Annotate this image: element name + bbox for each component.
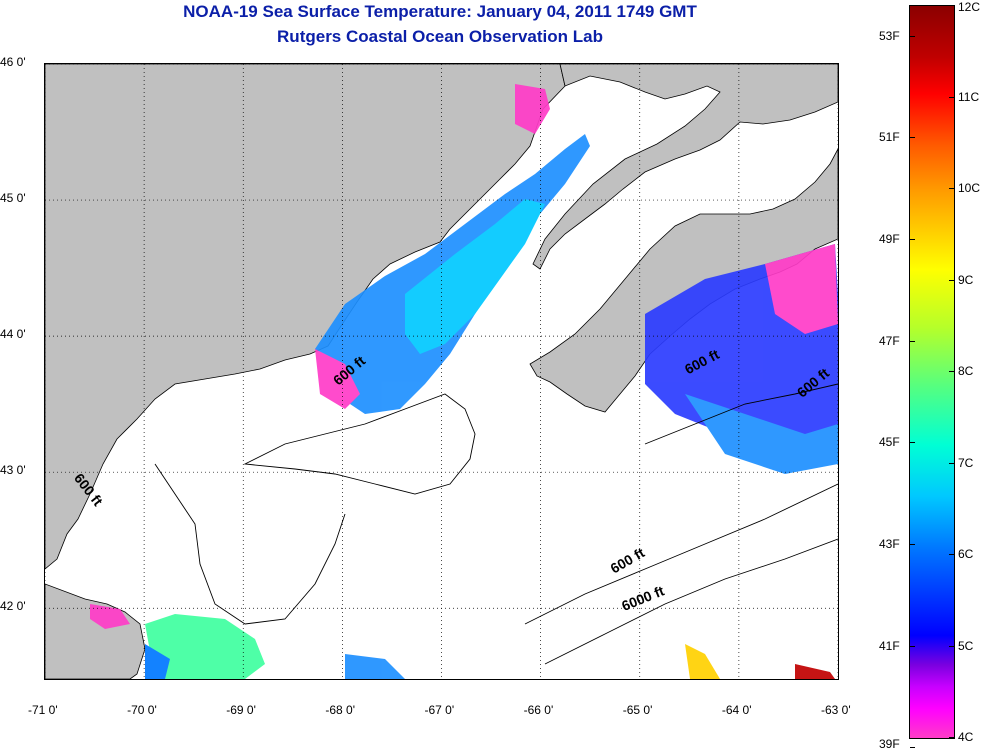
- celsius-tick-label: 10C: [958, 181, 981, 195]
- lon-tick-label: -66 0': [523, 703, 554, 717]
- fahrenheit-tick-mark: [910, 340, 915, 342]
- celsius-tick-label: 9C: [958, 272, 974, 287]
- celsius-tick-mark: [949, 462, 954, 464]
- celsius-tick-label: 8C: [958, 364, 974, 378]
- lon-tick-label: -71 0': [28, 703, 58, 717]
- celsius-tick-label: 5C: [958, 638, 974, 653]
- fahrenheit-tick-label: 39F: [879, 737, 900, 751]
- fahrenheit-tick-label: 47F: [879, 333, 900, 348]
- temperature-colorbar: [909, 5, 955, 739]
- celsius-tick-mark: [949, 5, 954, 6]
- lon-tick-label: -67 0': [424, 703, 455, 717]
- celsius-tick-label: 12C: [958, 0, 981, 14]
- land-cape-cod: [45, 583, 146, 679]
- fahrenheit-tick-mark: [910, 442, 915, 444]
- celsius-tick-mark: [949, 96, 954, 98]
- fahrenheit-tick-mark: [910, 543, 915, 545]
- fahrenheit-tick-mark: [910, 645, 915, 647]
- celsius-tick-label: 11C: [958, 89, 980, 104]
- fahrenheit-tick-label: 45F: [879, 435, 900, 450]
- lat-tick-label: 43 0': [0, 463, 26, 478]
- fahrenheit-tick-mark: [910, 238, 915, 240]
- sst-data: [90, 84, 838, 679]
- lon-tick-label: -63 0': [821, 703, 851, 717]
- sst-map: 600 ft 600 ft 600 ft 600 ft 600 ft 6000 ft: [44, 63, 839, 680]
- lat-tick-label: 42 0': [0, 599, 26, 614]
- map-title: NOAA-19 Sea Surface Temperature: January…: [183, 2, 697, 21]
- contour-label: 600 ft: [607, 544, 647, 576]
- celsius-tick-mark: [949, 554, 954, 555]
- lat-tick-label: 46 0': [0, 55, 26, 69]
- lon-tick-label: -69 0': [226, 703, 256, 717]
- fahrenheit-tick-label: 43F: [879, 536, 900, 551]
- fahrenheit-tick-mark: [910, 35, 915, 37]
- fahrenheit-tick-label: 51F: [879, 130, 900, 145]
- celsius-tick-mark: [949, 188, 954, 189]
- land-maine: [45, 64, 566, 570]
- land-new-brunswick: [532, 64, 838, 270]
- graticule: [45, 64, 838, 679]
- celsius-tick-mark: [949, 371, 954, 372]
- fahrenheit-tick-label: 53F: [879, 28, 900, 43]
- fahrenheit-tick-mark: [910, 747, 915, 749]
- lat-tick-label: 45 0': [0, 191, 26, 206]
- lon-tick-label: -65 0': [622, 703, 653, 717]
- contour-label: 6000 ft: [619, 582, 666, 614]
- celsius-tick-label: 4C: [958, 730, 974, 744]
- lon-tick-label: -64 0': [721, 703, 752, 717]
- fahrenheit-tick-label: 49F: [879, 231, 900, 246]
- celsius-tick-mark: [949, 737, 954, 738]
- lon-tick-label: -70 0': [127, 703, 157, 717]
- celsius-tick-mark: [949, 279, 954, 281]
- celsius-tick-label: 7C: [958, 455, 974, 470]
- map-subtitle: Rutgers Coastal Ocean Observation Lab: [277, 27, 603, 46]
- celsius-tick-label: 6C: [958, 547, 974, 561]
- land-masses: [45, 64, 838, 679]
- lon-tick-label: -68 0': [325, 703, 356, 717]
- lat-tick-label: 44 0': [0, 327, 26, 342]
- fahrenheit-tick-mark: [910, 137, 915, 139]
- depth-contours: [154, 383, 838, 665]
- fahrenheit-tick-label: 41F: [879, 638, 900, 653]
- celsius-tick-mark: [949, 645, 954, 647]
